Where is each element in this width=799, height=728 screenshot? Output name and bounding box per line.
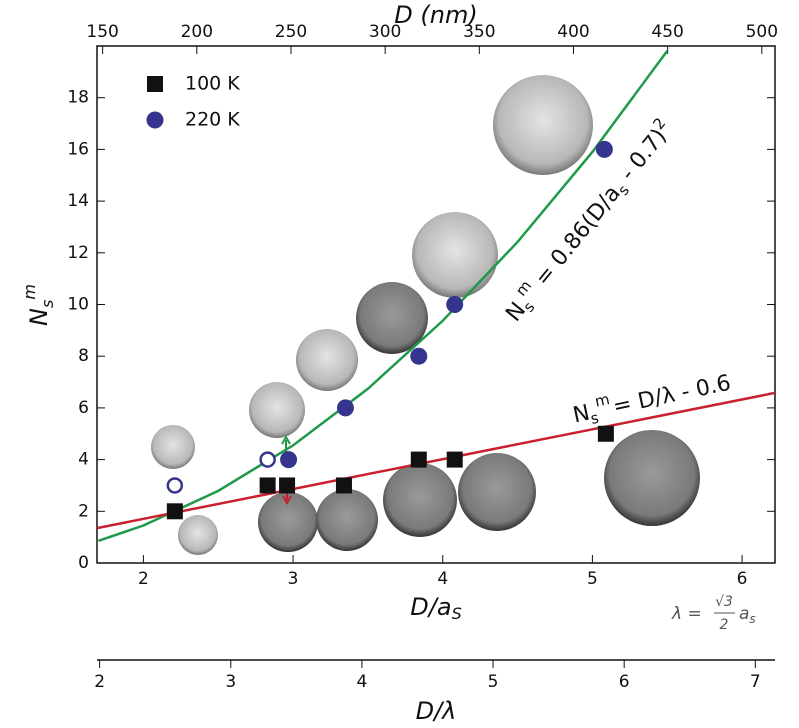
marker-circle [280, 451, 298, 469]
marker-square [410, 451, 427, 468]
y-label: Nsm [20, 284, 57, 326]
marker-square [335, 477, 352, 494]
marker-square [279, 477, 296, 494]
y-tick-label: 16 [67, 139, 89, 159]
lambda-note: λ = √3 2 as [671, 594, 756, 633]
marker-square [446, 451, 463, 468]
marker-square [597, 425, 614, 442]
marker-circle [595, 140, 613, 158]
marker-open-circle [259, 451, 276, 468]
marker-circle [410, 347, 428, 365]
y-tick-label: 10 [67, 295, 89, 315]
third-x-tick-label: 4 [356, 672, 367, 692]
marker-circle [336, 399, 354, 417]
third-x-tick-label: 7 [750, 672, 761, 692]
top-x-tick-label: 300 [369, 22, 401, 42]
y-tick-label: 2 [78, 501, 89, 521]
marker-square [166, 503, 183, 520]
marker-open-circle [166, 477, 184, 494]
third-x-label: D/λ [416, 697, 457, 725]
top-x-tick-label: 350 [463, 22, 495, 42]
third-x-tick-label: 2 [94, 672, 105, 692]
top-x-tick-label: 500 [746, 22, 778, 42]
x-tick-label: 6 [737, 569, 748, 589]
micrograph-insets [151, 75, 700, 555]
x-tick-label: 3 [288, 569, 299, 589]
lambda-a: as [739, 604, 756, 626]
fit-label-red: Nsm= D/λ - 0.6 [569, 364, 733, 431]
x-tick-label: 2 [138, 569, 149, 589]
top-x-tick-label: 400 [557, 22, 589, 42]
x-tick-label: 4 [437, 569, 448, 589]
third-x-tick-label: 5 [488, 672, 499, 692]
third-x-tick-label: 6 [619, 672, 630, 692]
y-tick-label: 14 [67, 191, 89, 211]
top-x-tick-label: 250 [275, 22, 307, 42]
y-tick-label: 6 [78, 398, 89, 418]
x-label: D/aS [410, 593, 461, 623]
marker-square [147, 76, 163, 92]
legend-label: 220 K [185, 109, 240, 131]
third-x-tick-label: 3 [225, 672, 236, 692]
y-tick-label: 4 [78, 450, 89, 470]
lambda-lhs: λ = [671, 604, 702, 624]
top-x-label: D (nm) [394, 1, 477, 29]
legend-label: 100 K [185, 73, 240, 95]
lambda-den: 2 [720, 617, 729, 633]
x-tick-label: 5 [587, 569, 598, 589]
lambda-num: √3 [715, 594, 733, 610]
marker-square [259, 477, 276, 494]
marker-circle [146, 111, 164, 129]
top-x-tick-label: 200 [181, 22, 213, 42]
top-x-tick-label: 450 [651, 22, 683, 42]
marker-circle [446, 296, 464, 313]
fit-line [97, 391, 775, 530]
y-tick-label: 18 [67, 88, 89, 108]
y-tick-label: 8 [78, 346, 89, 366]
y-tick-label: 12 [67, 243, 89, 263]
top-x-tick-label: 150 [86, 22, 118, 42]
y-tick-label: 0 [78, 553, 89, 573]
